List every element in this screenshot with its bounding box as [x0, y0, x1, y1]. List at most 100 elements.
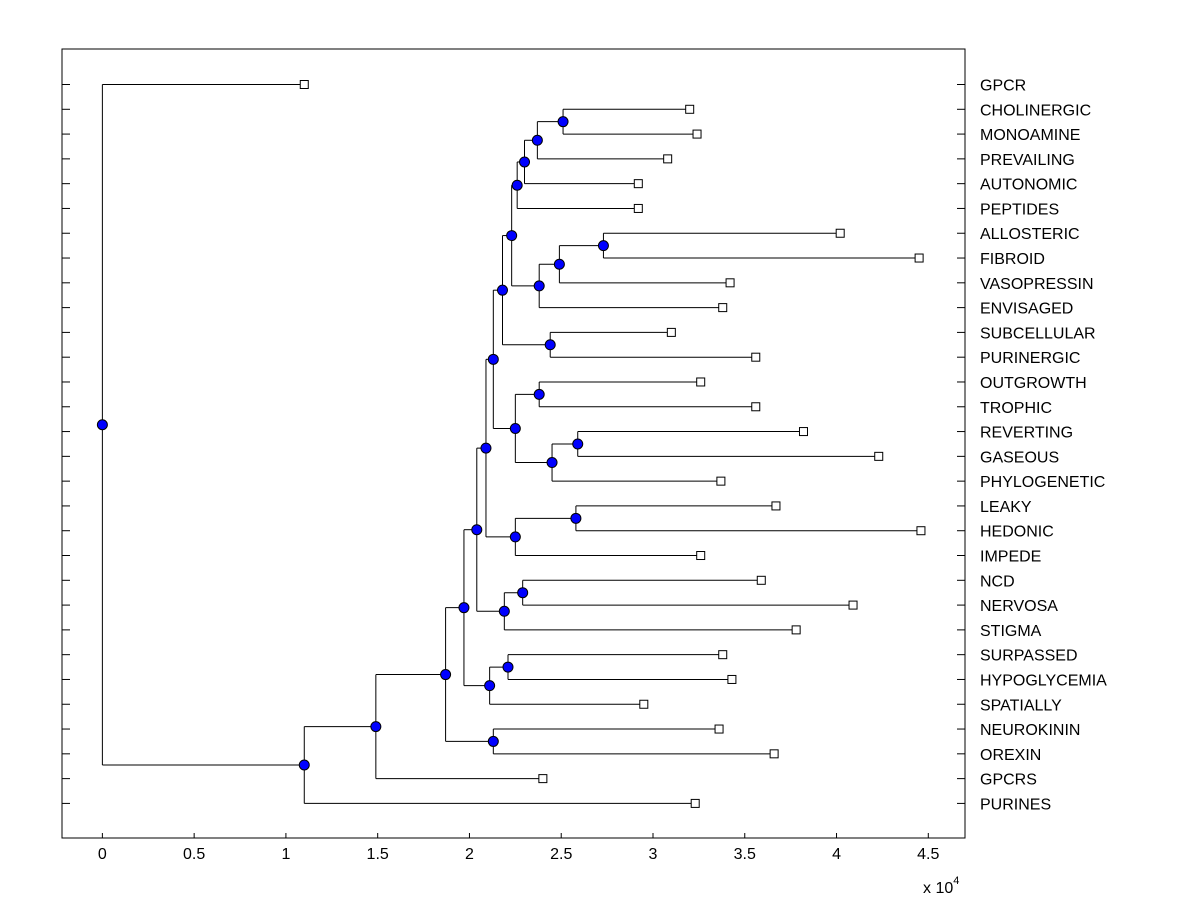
axis-ticks: [62, 84, 965, 838]
leaf-label: GPCRS: [980, 772, 1037, 789]
leaf-label: AUTONOMIC: [980, 177, 1077, 194]
leaf-label: PURINES: [980, 796, 1051, 813]
leaf-label: OUTGROWTH: [980, 375, 1087, 392]
leaf-label: PEPTIDES: [980, 201, 1059, 218]
cluster-node-marker: [502, 661, 514, 673]
cluster-node-marker: [298, 759, 310, 771]
leaf-label: GASEOUS: [980, 449, 1059, 466]
x-tick-label: 0.5: [183, 846, 205, 863]
x-exponent-base: x 10: [923, 880, 953, 897]
leaf-markers: [299, 80, 926, 808]
cluster-node-marker: [484, 680, 496, 692]
cluster-node-marker: [597, 240, 609, 252]
cluster-node-marker: [557, 116, 569, 128]
x-exponent-label: x 104: [923, 875, 959, 897]
leaf-marker: [714, 724, 724, 734]
cluster-node-marker: [509, 531, 521, 543]
leaf-label: IMPEDE: [980, 549, 1041, 566]
x-tick-label: 2.5: [550, 846, 572, 863]
cluster-node-marker: [570, 512, 582, 524]
cluster-node-marker: [487, 353, 499, 365]
leaf-label: SPATIALLY: [980, 697, 1062, 714]
leaf-marker: [690, 798, 700, 808]
leaf-label: PREVAILING: [980, 152, 1075, 169]
cluster-node-marker: [533, 280, 545, 292]
leaf-marker: [725, 278, 735, 288]
leaf-marker: [663, 154, 673, 164]
cluster-node-marker: [531, 134, 543, 146]
cluster-node-marker: [487, 735, 499, 747]
leaf-marker: [751, 352, 761, 362]
cluster-node-marker: [519, 156, 531, 168]
leaf-marker: [696, 551, 706, 561]
leaf-marker: [874, 451, 884, 461]
leaf-label: ENVISAGED: [980, 301, 1073, 318]
x-tick-label: 0: [98, 846, 107, 863]
cluster-node-marker: [509, 422, 521, 434]
x-tick-label: 3.5: [734, 846, 756, 863]
plot-frame: [61, 48, 966, 839]
leaf-label: FIBROID: [980, 251, 1045, 268]
leaf-marker: [751, 402, 761, 412]
cluster-node-marker: [517, 587, 529, 599]
leaf-marker: [769, 749, 779, 759]
leaf-label: TROPHIC: [980, 400, 1052, 417]
leaf-marker: [666, 327, 676, 337]
leaf-marker: [756, 575, 766, 585]
cluster-node-marker: [480, 442, 492, 454]
leaf-label: GPCR: [980, 78, 1026, 95]
leaf-label: NEUROKININ: [980, 722, 1080, 739]
cluster-node-marker: [440, 669, 452, 681]
leaf-label: OREXIN: [980, 747, 1041, 764]
x-tick-label: 4.5: [917, 846, 939, 863]
leaf-label: REVERTING: [980, 425, 1073, 442]
leaf-marker: [299, 80, 309, 89]
leaf-marker: [835, 228, 845, 238]
leaf-marker: [914, 253, 924, 263]
leaf-marker: [718, 650, 728, 660]
leaf-marker: [716, 476, 726, 486]
leaf-marker: [633, 203, 643, 213]
leaf-label: SURPASSED: [980, 648, 1078, 665]
cluster-node-marker: [553, 258, 565, 270]
cluster-node-marker: [572, 438, 584, 450]
leaf-marker: [771, 501, 781, 511]
cluster-node-marker: [533, 388, 545, 400]
leaf-label: PURINERGIC: [980, 350, 1080, 367]
cluster-node-marker: [458, 602, 470, 614]
leaf-marker: [692, 129, 702, 139]
leaf-label: HYPOGLYCEMIA: [980, 672, 1107, 689]
leaf-label: PHYLOGENETIC: [980, 474, 1105, 491]
leaf-labels: GPCR CHOLINERGIC MONOAMINE PREVAILING AUTONO…: [980, 78, 1107, 814]
leaf-marker: [798, 427, 808, 437]
leaf-marker: [685, 104, 695, 114]
x-tick-label: 1: [281, 846, 290, 863]
leaf-label: HEDONIC: [980, 524, 1054, 541]
leaf-label: SUBCELLULAR: [980, 325, 1096, 342]
leaf-marker: [696, 377, 706, 387]
leaf-label: VASOPRESSIN: [980, 276, 1094, 293]
leaf-marker: [916, 526, 926, 536]
leaf-label: LEAKY: [980, 499, 1032, 516]
leaf-label: ALLOSTERIC: [980, 226, 1080, 243]
cluster-node-marker: [544, 339, 556, 351]
leaf-label: NCD: [980, 573, 1015, 590]
x-tick-labels: 0 0.5 1 1.5 2 2.5 3 3.5 4 4.5: [98, 846, 940, 863]
cluster-node-marker: [546, 457, 558, 469]
leaf-marker: [538, 774, 548, 784]
cluster-node-marker: [496, 284, 508, 296]
leaf-marker: [848, 600, 858, 610]
x-tick-label: 3: [649, 846, 658, 863]
x-exponent-power: 4: [953, 875, 959, 887]
leaf-label: NERVOSA: [980, 598, 1058, 615]
cluster-node-marker: [370, 721, 382, 733]
x-tick-label: 2: [465, 846, 474, 863]
leaf-marker: [633, 179, 643, 189]
cluster-node-marker: [471, 524, 483, 536]
cluster-node-marker: [511, 179, 523, 191]
cluster-node-marker: [96, 419, 108, 431]
leaf-label: MONOAMINE: [980, 127, 1080, 144]
leaf-marker: [727, 674, 737, 684]
